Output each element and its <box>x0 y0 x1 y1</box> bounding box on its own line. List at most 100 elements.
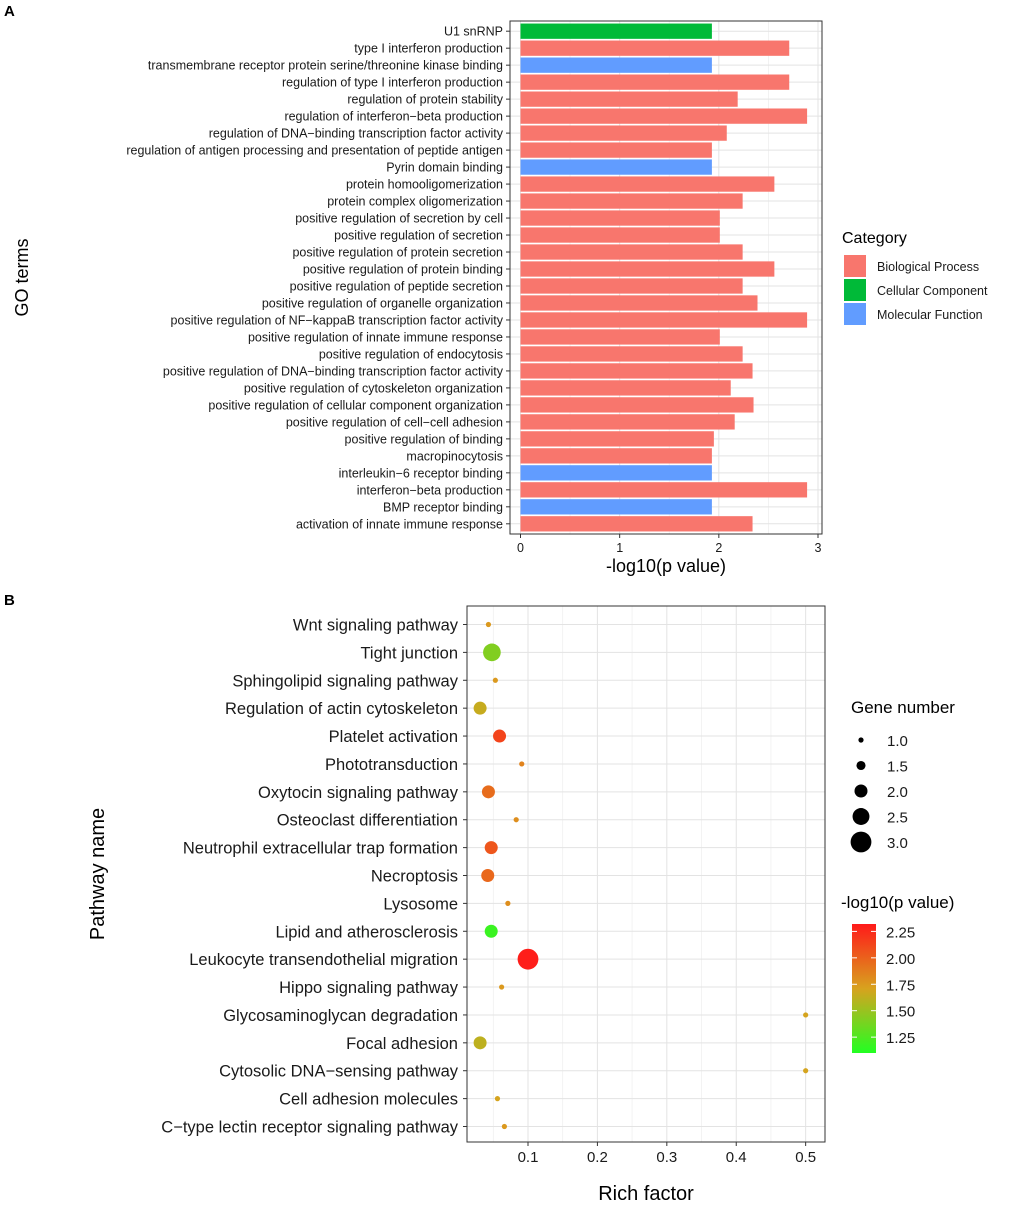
go-bar <box>520 261 775 277</box>
pathway-bubble <box>473 1036 487 1050</box>
pathway-label: Glycosaminoglycan degradation <box>223 1007 458 1025</box>
go-bar <box>520 142 712 158</box>
pathway-label: Platelet activation <box>329 728 458 746</box>
size-legend-label: 2.0 <box>887 784 908 801</box>
go-bar <box>520 516 753 532</box>
go-bar <box>520 57 712 73</box>
panel-a-label: A <box>4 3 15 20</box>
go-term-label: BMP receptor binding <box>383 500 503 514</box>
size-legend-dot <box>854 784 868 798</box>
plot-a-grid <box>506 21 822 534</box>
go-bar <box>520 227 720 243</box>
go-bar <box>520 499 712 515</box>
plot-b-background <box>467 606 825 1142</box>
legend-key <box>844 303 866 325</box>
x-axis-title: -log10(p value) <box>606 556 726 576</box>
go-term-label: protein complex oligomerization <box>327 195 503 209</box>
color-bar <box>852 924 876 1053</box>
size-legend-dot <box>856 760 866 771</box>
go-bar <box>520 448 712 464</box>
pathway-label: Regulation of actin cytoskeleton <box>225 700 458 718</box>
go-term-label: positive regulation of secretion by cell <box>295 212 503 226</box>
go-bar <box>520 329 720 345</box>
legend-key <box>844 279 866 301</box>
go-bar <box>520 482 808 498</box>
pathway-bubble <box>513 817 519 823</box>
size-legend-dot <box>858 737 864 743</box>
pathway-bubble <box>519 761 525 767</box>
legend-label: Biological Process <box>877 260 979 274</box>
go-bar <box>520 193 743 209</box>
y-axis-title: Pathway name <box>87 808 109 940</box>
go-bar <box>520 295 758 311</box>
go-bar <box>520 244 743 260</box>
go-term-label: interleukin−6 receptor binding <box>339 466 503 480</box>
go-term-label: positive regulation of peptide secretion <box>290 279 503 293</box>
go-bar <box>520 91 738 107</box>
pathway-label: Lysosome <box>383 895 458 913</box>
go-term-label: regulation of DNA−binding transcription … <box>209 127 504 141</box>
go-bar <box>520 74 790 90</box>
go-term-label: activation of innate immune response <box>296 517 503 531</box>
legend-label: Molecular Function <box>877 308 983 322</box>
go-bar <box>520 312 808 328</box>
pathway-bubble <box>481 869 495 882</box>
x-tick-label: 0.4 <box>726 1149 747 1166</box>
color-legend-label: 1.25 <box>886 1030 915 1047</box>
go-term-label: positive regulation of protein secretion <box>292 246 503 260</box>
go-bar <box>520 23 712 39</box>
pathway-label: Sphingolipid signaling pathway <box>232 672 458 690</box>
pathway-bubble <box>517 948 539 970</box>
go-term-label: positive regulation of secretion <box>334 229 503 243</box>
plot-b-border <box>466 605 826 1143</box>
go-term-label: positive regulation of endocytosis <box>319 347 503 361</box>
pathway-label: Leukocyte transendothelial migration <box>189 951 458 969</box>
go-term-label: interferon−beta production <box>357 483 503 497</box>
go-term-label: regulation of antigen processing and pre… <box>126 144 503 158</box>
pathway-label: Lipid and atherosclerosis <box>275 923 458 941</box>
go-term-label: positive regulation of organelle organiz… <box>262 296 503 310</box>
legend-title: Category <box>842 230 907 247</box>
pathway-bubble <box>481 785 495 799</box>
pathway-label: Oxytocin signaling pathway <box>258 784 459 802</box>
pathway-bubble <box>803 1012 809 1018</box>
pathway-bubble <box>485 621 492 628</box>
color-legend-title: -log10(p value) <box>841 893 954 912</box>
pathway-bubble <box>499 984 505 990</box>
pathway-bubble <box>494 1096 501 1102</box>
go-term-label: positive regulation of cytoskeleton orga… <box>244 381 503 395</box>
pathway-label: Cytosolic DNA−sensing pathway <box>219 1063 459 1081</box>
go-term-label: protein homooligomerization <box>346 178 503 192</box>
go-term-label: regulation of type I interferon producti… <box>282 76 503 90</box>
pathway-label: Focal adhesion <box>346 1035 458 1053</box>
go-bar <box>520 397 754 413</box>
pathway-label: Tight junction <box>360 644 458 662</box>
pathway-bubble <box>484 841 498 855</box>
go-bar <box>520 278 743 294</box>
pathway-bubble <box>493 729 507 743</box>
pathway-label: Neutrophil extracellular trap formation <box>183 840 458 858</box>
pathway-label: Hippo signaling pathway <box>279 979 459 997</box>
size-legend-label: 1.5 <box>887 759 908 776</box>
size-legend-label: 2.5 <box>887 810 908 827</box>
go-bar <box>520 210 720 226</box>
go-bar <box>520 380 731 396</box>
x-tick-label: 0.3 <box>656 1149 677 1166</box>
size-legend-label: 3.0 <box>887 835 908 852</box>
go-bar <box>520 414 735 430</box>
pathway-bubble <box>492 677 498 683</box>
size-legend-dot <box>850 831 872 853</box>
go-bar <box>520 40 790 56</box>
go-bar <box>520 125 727 141</box>
pathway-label: Necroptosis <box>371 868 458 886</box>
go-term-label: positive regulation of NF−kappaB transcr… <box>171 313 504 327</box>
legend-key <box>844 255 866 277</box>
pathway-bubble <box>484 924 498 938</box>
go-term-label: positive regulation of binding <box>345 432 503 446</box>
pathway-bubble <box>473 701 487 715</box>
pathway-label: Phototransduction <box>325 756 458 774</box>
pathway-label: Wnt signaling pathway <box>293 617 459 635</box>
go-term-label: transmembrane receptor protein serine/th… <box>148 59 503 73</box>
x-axis-title: Rich factor <box>598 1183 694 1205</box>
